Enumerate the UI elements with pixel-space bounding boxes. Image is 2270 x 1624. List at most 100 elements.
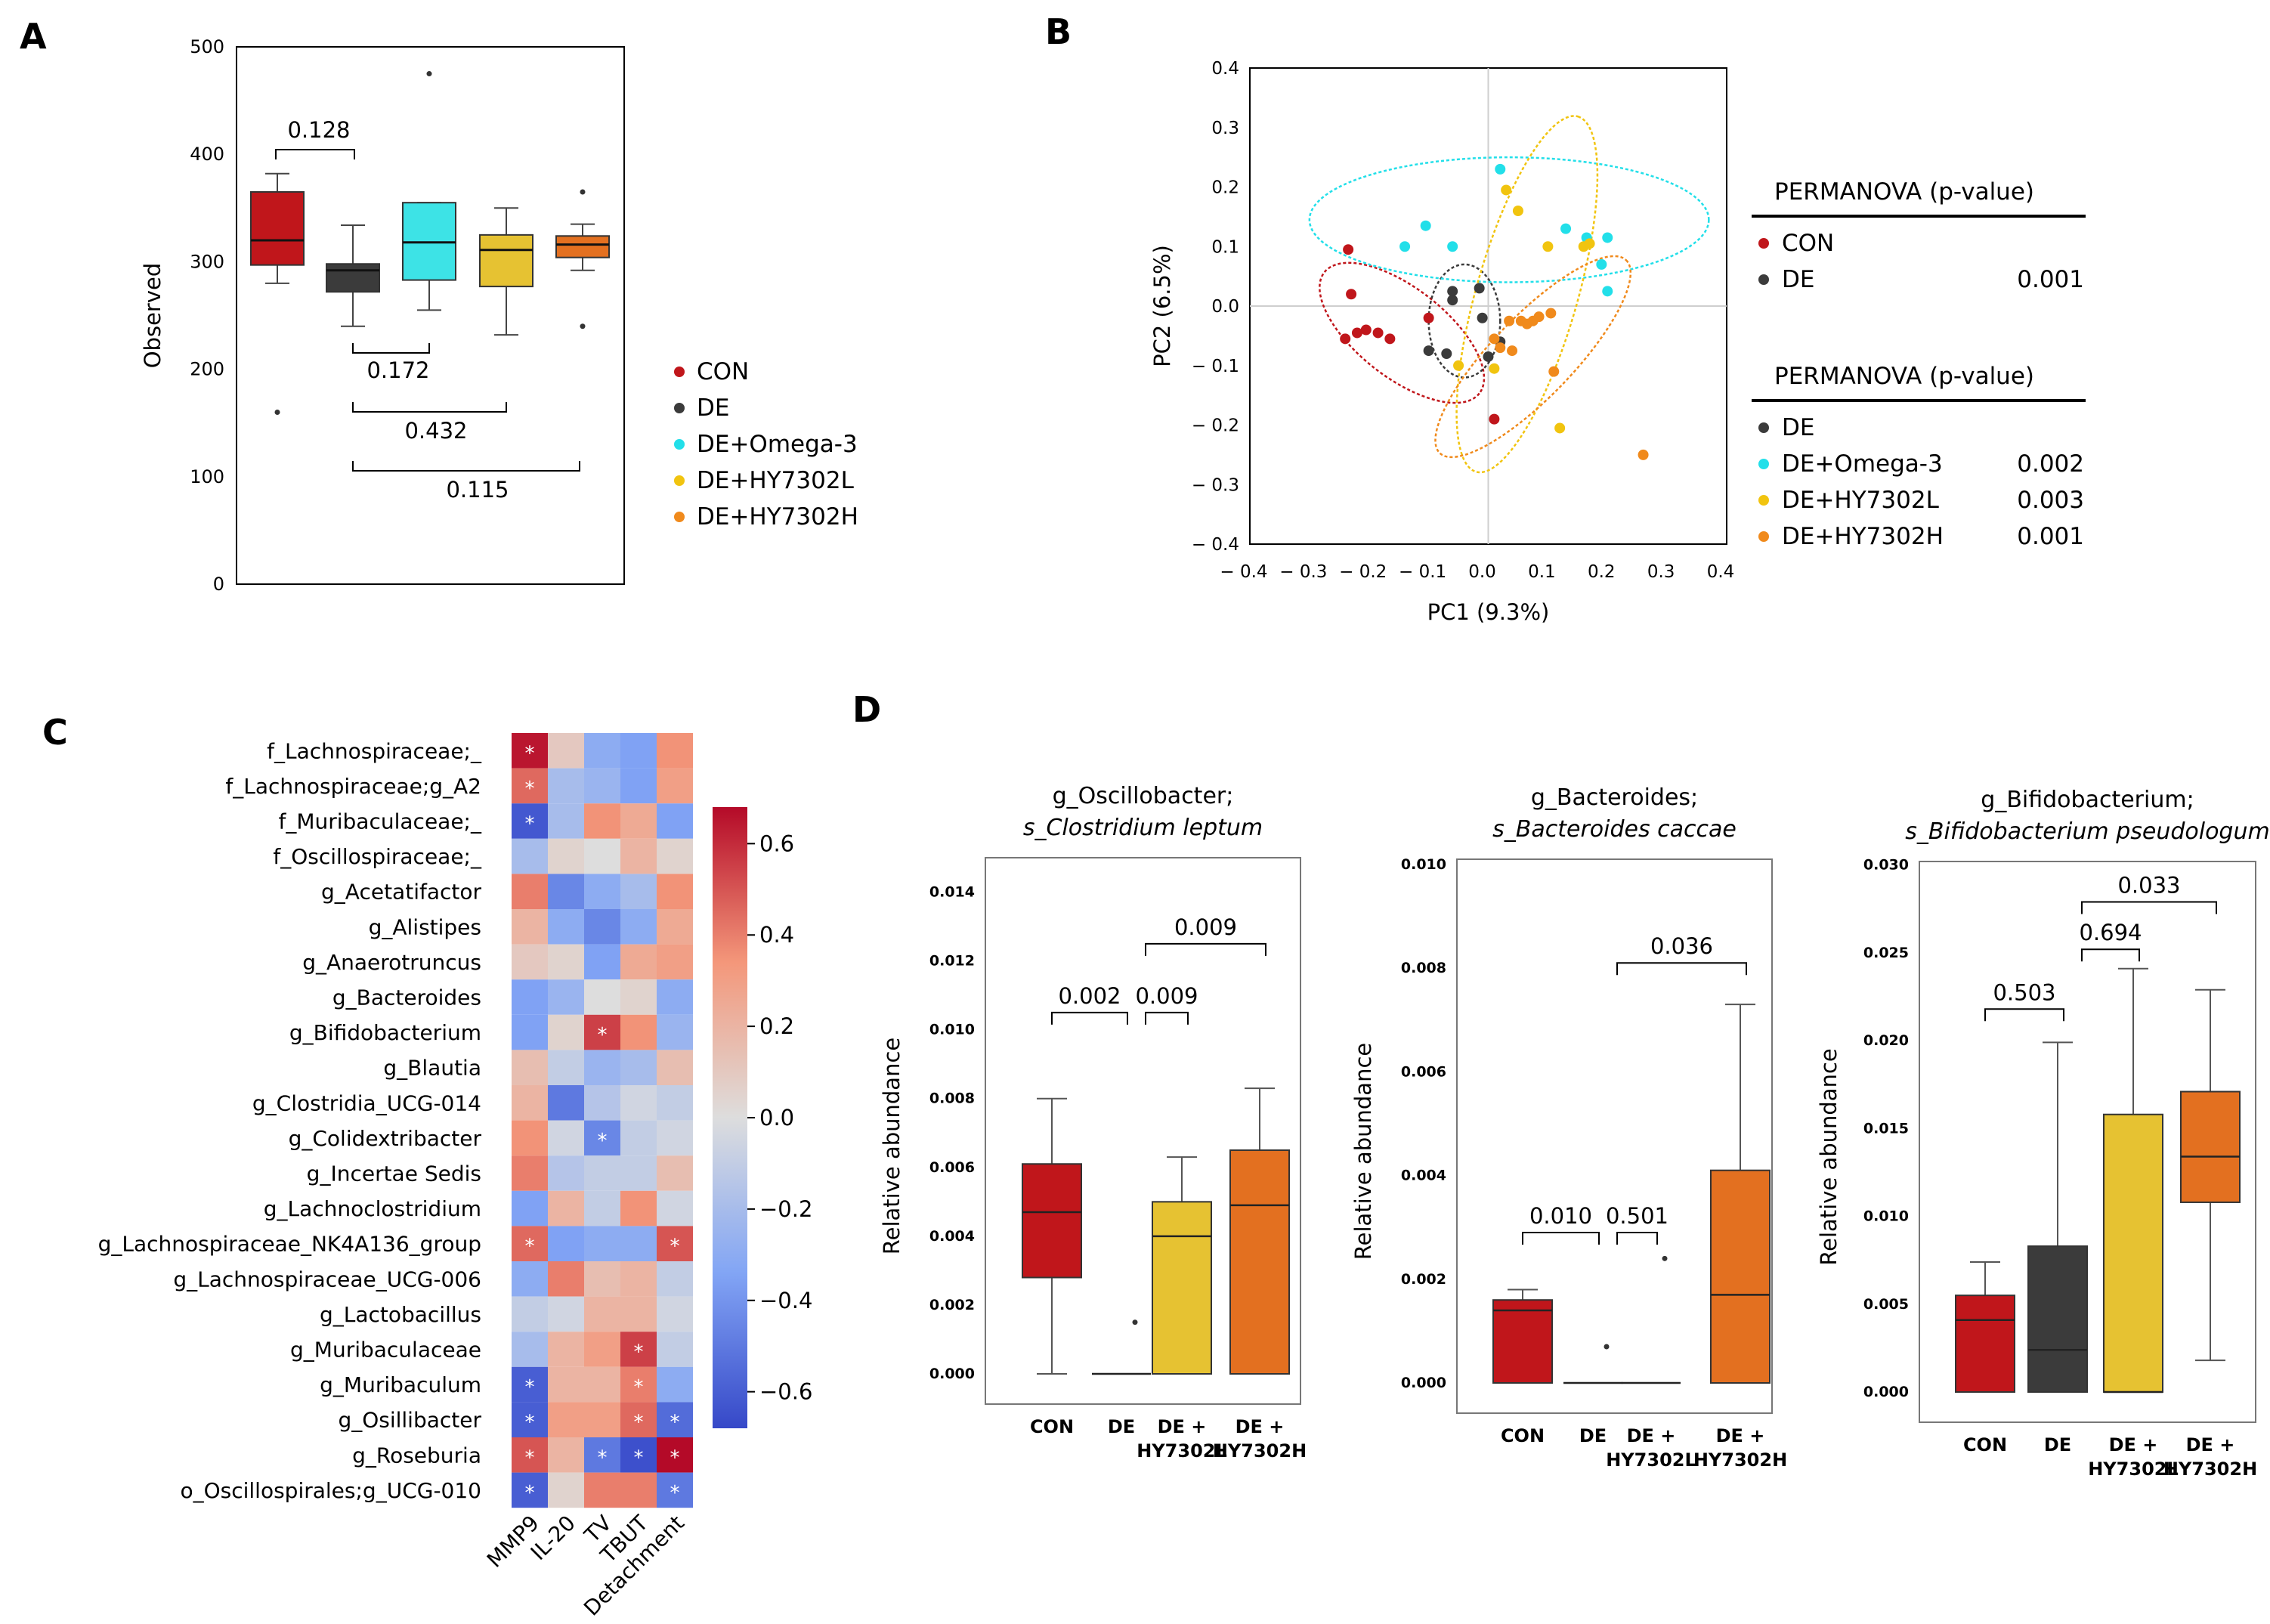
pcoa-point-con: [1351, 327, 1362, 339]
pcoa-point-con: [1346, 289, 1357, 300]
y-tick-label: − 0.4: [1192, 535, 1239, 555]
significance-star: *: [598, 1024, 608, 1047]
heatmap-cell: [548, 838, 584, 874]
heatmap-cell: [548, 1472, 584, 1508]
confidence-ellipse: [1434, 255, 1632, 459]
x-category-label-line: DE +: [1716, 1425, 1765, 1446]
heatmap-cell: [657, 1155, 693, 1191]
y-tick-label: 0: [213, 574, 224, 595]
significance-bracket: [352, 402, 507, 413]
heatmap-cell: [512, 1261, 548, 1297]
legend-label: DE+HY7302H: [697, 503, 858, 531]
x-tick-label: − 0.1: [1399, 562, 1446, 582]
chart-title-line1: g_Bifidobacterium;: [1981, 787, 2194, 813]
heatmap-cell: [512, 874, 548, 909]
panel-label-d: D: [852, 689, 881, 730]
y-tick-label: − 0.1: [1192, 357, 1239, 376]
legend-label: DE+HY7302L: [1782, 487, 1940, 514]
y-tick-label: 0.025: [1863, 945, 1909, 961]
heatmap-cell: [584, 1296, 620, 1332]
colorbar-tick-label: −0.4: [759, 1288, 812, 1313]
bracket-p-value: 0.694: [2079, 920, 2142, 945]
heatmap-cell: [657, 874, 693, 909]
heatmap-cell: [620, 1402, 657, 1437]
y-tick-label: 200: [190, 359, 224, 380]
outlier-point: [1132, 1319, 1138, 1325]
significance-bracket: [1616, 962, 1747, 976]
significance-star: *: [525, 1446, 535, 1469]
y-tick-label: 0.000: [1401, 1375, 1446, 1391]
heatmap-cell: [620, 1437, 657, 1473]
heatmap-cell: [620, 1085, 657, 1121]
heatmap-cell: [620, 768, 657, 804]
legend-marker: [674, 367, 685, 377]
legend-marker: [1758, 274, 1769, 285]
heatmap-cell: [657, 1120, 693, 1156]
heatmap-cell: [512, 1190, 548, 1227]
legend-label: DE: [1782, 266, 1814, 293]
y-tick-label: 0.2: [1211, 178, 1239, 198]
x-tick-label: 0.2: [1588, 562, 1616, 582]
x-tick-label: − 0.3: [1279, 562, 1327, 582]
heatmap-row-label: g_Lachnospiraceae_UCG-006: [173, 1267, 481, 1291]
y-tick-label: 0.010: [1401, 856, 1446, 873]
legend-marker: [1758, 495, 1769, 506]
x-category-label: DE + HY7302H: [1693, 1425, 1787, 1471]
bracket-p-value: 0.128: [287, 117, 350, 143]
heatmap-row-label: g_Roseburia: [352, 1443, 481, 1468]
y-axis-label: Relative abundance: [1350, 1043, 1376, 1260]
panel-b-pcoa-scatter: − 0.4 − 0.3 − 0.2 − 0.1 0.0 0.1 0.2 0.3 0.4 0.4 0.…: [1149, 59, 2086, 625]
legend-marker: [674, 403, 685, 413]
x-category-label-line: DE: [1579, 1425, 1607, 1446]
heatmap-row-label: g_Bifidobacterium: [289, 1020, 481, 1045]
y-tick-label: 0.014: [929, 884, 975, 901]
heatmap-row-label: g_Muribaculaceae: [290, 1338, 481, 1363]
y-tick-label: 0.008: [1401, 960, 1446, 976]
y-tick-label: 300: [190, 251, 224, 272]
heatmap-cell: [620, 838, 657, 874]
plot-frame: [985, 857, 1301, 1405]
heatmap-cell: [512, 1120, 548, 1156]
bracket-p-value: 0.503: [1993, 979, 2055, 1005]
significance-star: *: [670, 1446, 680, 1469]
heatmap-cell: [584, 1261, 620, 1297]
pcoa-point-de-hy7302h: [1507, 345, 1518, 357]
permanova-p-value: 0.003: [2017, 487, 2084, 514]
confidence-ellipse: [1427, 263, 1501, 379]
pcoa-point-de-hy7302l: [1542, 241, 1554, 252]
significance-star: *: [634, 1376, 644, 1399]
pcoa-point-de-omega-3: [1602, 232, 1613, 243]
y-tick-label: 400: [190, 144, 224, 165]
pcoa-point-de-omega-3: [1447, 241, 1458, 252]
heatmap-cell: [512, 1296, 548, 1332]
heatmap-cell: [512, 838, 548, 874]
heatmap-cell: [584, 979, 620, 1015]
pcoa-point-con: [1343, 244, 1354, 255]
heatmap-cell: [620, 1296, 657, 1332]
bracket-p-value: 0.501: [1606, 1203, 1668, 1229]
y-tick-label: 0.008: [929, 1090, 975, 1107]
significance-star: *: [670, 1236, 680, 1258]
heatmap-cell: [512, 1085, 548, 1121]
heatmap-cell: [548, 1296, 584, 1332]
outlier-point: [580, 189, 586, 195]
heatmap-cell: [620, 1190, 657, 1227]
x-category-label: DE: [1108, 1416, 1135, 1437]
colorbar-tick-label: 0.6: [759, 831, 794, 856]
confidence-ellipse: [1308, 156, 1710, 283]
x-category-label-line: DE +: [2109, 1434, 2158, 1455]
heatmap-cell: [657, 838, 693, 874]
pcoa-point-de-hy7302h: [1521, 318, 1532, 329]
colorbar-tick-label: 0.0: [759, 1105, 794, 1131]
colorbar-tick-label: 0.2: [759, 1013, 794, 1039]
heatmap-cell: [657, 1332, 693, 1367]
heatmap-cell: [657, 1014, 693, 1050]
bracket-p-value: 0.115: [446, 477, 509, 503]
x-category-label-line: HY7302H: [2163, 1459, 2257, 1480]
box-de-hy7302l: [1152, 1201, 1212, 1375]
box-con: [1955, 1295, 2015, 1394]
box-con: [1022, 1163, 1082, 1279]
heatmap-cell: [584, 1437, 620, 1473]
heatmap-row-label: g_Alistipes: [369, 914, 481, 939]
y-tick-label: 0.0: [1211, 297, 1239, 317]
